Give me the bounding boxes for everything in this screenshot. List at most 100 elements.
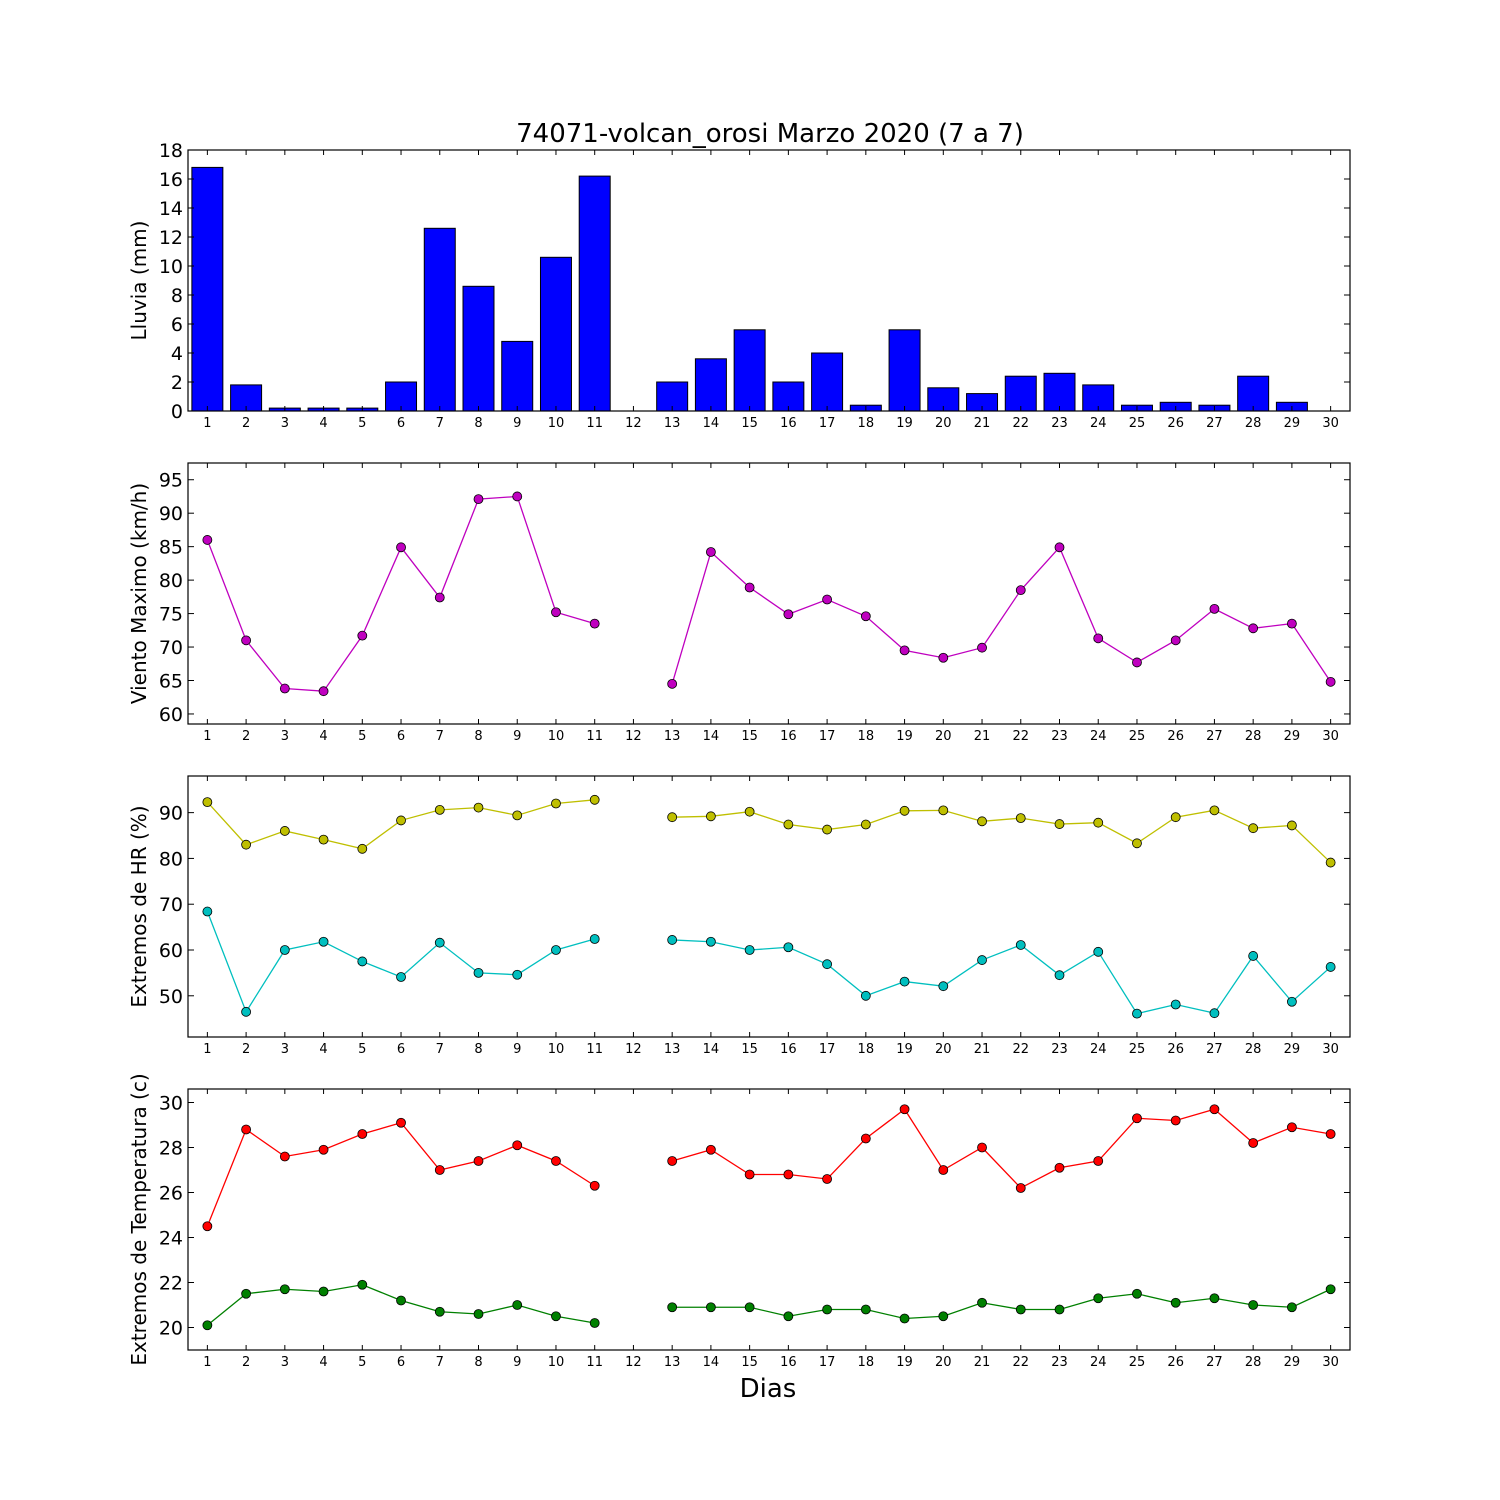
point-hr-1-day-28 [1248,951,1259,961]
x-tick-label: 17 [819,416,836,431]
x-tick-label: 11 [586,1042,603,1057]
x-tick-label: 21 [974,729,991,744]
axes-frame-temp [187,1088,1351,1351]
x-tick-label: 18 [858,1355,875,1370]
point-wind-0-day-16 [783,609,794,620]
point-temp-0-day-5 [357,1129,368,1139]
y-tick-label: 16 [159,169,183,191]
y-tick-label: 75 [159,604,183,626]
series-hr-0-line-1 [672,809,1332,864]
y-axis-label-hr: Extremos de HR (%) [127,805,151,1007]
point-hr-0-day-4 [318,834,329,845]
x-tick-label: 12 [625,1042,642,1057]
point-hr-1-day-19 [899,976,910,987]
bar-day-22 [1004,375,1037,412]
y-tick-label: 28 [159,1138,183,1160]
point-temp-1-day-19 [899,1313,910,1324]
x-tick-label: 29 [1284,1355,1301,1370]
y-tick-label: 6 [171,314,183,336]
y-tick-label: 14 [159,198,183,220]
point-temp-1-day-23 [1054,1304,1065,1315]
x-tick-label: 19 [896,416,913,431]
x-tick-label: 4 [319,416,327,431]
point-wind-0-day-11 [589,618,600,629]
x-tick-label: 22 [1012,1042,1029,1057]
point-hr-1-day-20 [938,981,949,992]
x-tick-label: 9 [513,729,521,744]
x-tick-label: 5 [358,1042,366,1057]
y-tick-label: 0 [171,401,183,423]
x-tick-label: 6 [397,1355,405,1370]
y-tick-label: 22 [159,1273,183,1295]
x-tick-label: 25 [1129,1042,1146,1057]
y-tick-label: 85 [159,537,183,559]
point-wind-0-day-26 [1170,635,1181,646]
x-tick-label: 10 [548,1355,565,1370]
point-hr-1-day-29 [1287,996,1297,1007]
x-tick-label: 14 [703,416,720,431]
y-axis-label-rain: Lluvia (mm) [127,221,151,341]
y-tick-label: 65 [159,671,183,693]
x-tick-label: 6 [397,1042,405,1057]
point-wind-0-day-28 [1248,623,1259,634]
series-temp-0-line-1 [671,1108,1331,1189]
point-temp-0-day-23 [1054,1162,1065,1173]
x-tick-label: 30 [1322,416,1339,431]
x-tick-label: 11 [586,416,603,431]
chart-title: 74071-volcan_orosi Marzo 2020 (7 a 7) [516,119,1024,149]
x-tick-label: 26 [1167,416,1184,431]
point-temp-1-day-9 [512,1300,523,1310]
x-tick-label: 22 [1012,1355,1029,1370]
point-temp-0-day-4 [318,1144,329,1155]
point-wind-0-day-14 [706,547,716,557]
x-tick-label: 7 [436,1355,444,1370]
x-tick-label: 2 [242,1355,250,1370]
x-tick-label: 15 [741,1042,758,1057]
point-wind-0-day-7 [434,592,445,603]
point-temp-0-day-17 [822,1174,832,1184]
point-temp-1-day-22 [1015,1304,1026,1315]
x-tick-label: 25 [1129,1355,1146,1370]
x-tick-label: 28 [1245,1042,1262,1057]
point-temp-1-day-5 [357,1279,368,1290]
x-tick-label: 28 [1245,416,1262,431]
point-temp-1-day-25 [1132,1288,1142,1299]
x-tick-label: 21 [974,1042,991,1057]
y-tick-label: 18 [159,140,183,162]
point-wind-0-day-29 [1287,618,1297,629]
point-hr-1-day-14 [706,936,716,947]
x-tick-label: 5 [358,416,366,431]
point-temp-0-day-25 [1132,1113,1142,1124]
point-wind-0-day-2 [241,635,252,646]
x-tick-label: 24 [1090,1042,1107,1057]
point-temp-0-day-18 [860,1133,871,1144]
point-wind-0-day-5 [357,630,368,641]
point-hr-0-day-11 [589,794,600,805]
x-tick-label: 19 [896,729,913,744]
x-tick-label: 16 [780,729,797,744]
point-temp-0-day-8 [473,1156,484,1166]
point-hr-0-day-29 [1287,820,1297,831]
y-tick-label: 20 [159,1318,183,1340]
x-tick-label: 15 [741,729,758,744]
point-temp-0-day-30 [1325,1129,1336,1139]
x-tick-label: 7 [436,416,444,431]
point-hr-0-day-1 [202,797,213,807]
y-tick-label: 10 [159,256,183,278]
y-tick-label: 4 [171,343,183,365]
point-hr-0-day-21 [977,816,987,827]
point-temp-0-day-7 [434,1165,445,1175]
point-temp-1-day-27 [1209,1293,1220,1304]
x-tick-label: 11 [586,729,603,744]
point-temp-1-day-14 [706,1302,716,1313]
x-tick-label: 14 [703,1042,720,1057]
bar-day-23 [1043,372,1076,412]
point-wind-0-day-19 [899,645,910,656]
point-hr-0-day-9 [512,810,523,821]
point-temp-0-day-27 [1209,1104,1220,1115]
x-tick-label: 7 [436,729,444,744]
point-temp-0-day-20 [938,1165,949,1175]
bar-day-8 [462,285,495,412]
bar-day-15 [733,329,766,412]
